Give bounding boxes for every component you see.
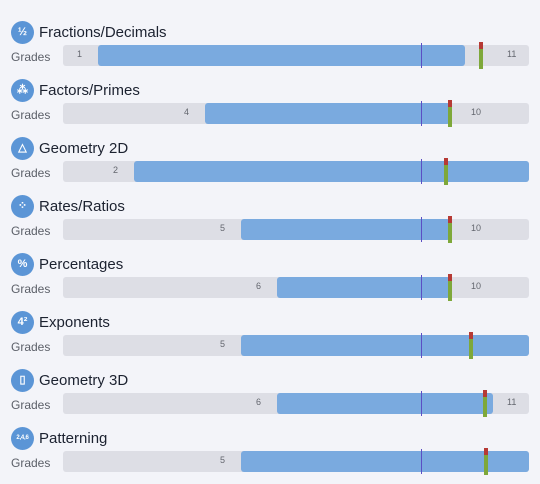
- topic-header: ½ Fractions/Decimals: [11, 20, 167, 44]
- start-grade: 6: [256, 281, 262, 291]
- topic-header: ⁘ Rates/Ratios: [11, 194, 125, 218]
- topic-header: 2,4,6 Patterning: [11, 426, 107, 450]
- topic-title: Patterning: [39, 429, 108, 447]
- grades-label: Grades: [11, 456, 51, 470]
- end-grade: 10: [471, 223, 482, 233]
- topic-title: Rates/Ratios: [39, 197, 125, 215]
- grade-range-bar[interactable]: 4 10: [63, 100, 529, 127]
- pattern-sequence-icon: 2,4,6: [11, 426, 34, 450]
- grade-range-bar[interactable]: 5: [63, 332, 529, 359]
- grade-range-bar[interactable]: 6 10: [63, 274, 529, 301]
- topic-header: ▯ Geometry 3D: [11, 368, 128, 392]
- shapes-2d-icon: △: [11, 136, 34, 160]
- grade-range-fill: [241, 451, 529, 472]
- reference-line: [421, 217, 422, 242]
- grades-label: Grades: [11, 50, 51, 64]
- grade-range-bar[interactable]: 5: [63, 448, 529, 475]
- topic-title: Exponents: [39, 313, 110, 331]
- reference-line: [421, 275, 422, 300]
- start-grade: 5: [220, 339, 226, 349]
- grade-range-fill: [134, 161, 529, 182]
- grade-range-bar[interactable]: 2: [63, 158, 529, 185]
- topic-title: Geometry 3D: [39, 371, 129, 389]
- topic-geometry-3d[interactable]: ▯ Geometry 3D Grades 6 11: [0, 368, 540, 426]
- start-grade: 2: [113, 165, 119, 175]
- topic-title: Geometry 2D: [39, 139, 129, 157]
- ratio-dots-icon: ⁘: [11, 194, 34, 218]
- grade-range-bar[interactable]: 1 11: [63, 42, 529, 69]
- reference-line: [421, 159, 422, 184]
- grade-range-fill: [277, 277, 450, 298]
- progress-marker: [469, 332, 473, 359]
- grades-label: Grades: [11, 166, 51, 180]
- progress-marker: [484, 448, 488, 475]
- grade-range-fill: [241, 335, 529, 356]
- progress-marker: [448, 100, 452, 127]
- topic-title: Factors/Primes: [39, 81, 140, 99]
- grade-range-fill: [241, 219, 450, 240]
- start-grade: 6: [256, 397, 262, 407]
- start-grade: 5: [220, 223, 226, 233]
- grade-range-fill: [98, 45, 465, 66]
- progress-marker: [483, 390, 487, 417]
- grade-range-bar[interactable]: 5 10: [63, 216, 529, 243]
- topic-header: 4² Exponents: [11, 310, 110, 334]
- progress-marker: [448, 216, 452, 243]
- end-grade: 10: [471, 281, 482, 291]
- topic-factors-primes[interactable]: ⁂ Factors/Primes Grades 4 10: [0, 78, 540, 136]
- grade-range-bar[interactable]: 6 11: [63, 390, 529, 417]
- end-grade: 10: [471, 107, 482, 117]
- topic-patterning[interactable]: 2,4,6 Patterning Grades 5: [0, 426, 540, 484]
- grade-range-fill: [205, 103, 450, 124]
- topic-title: Percentages: [39, 255, 124, 273]
- topic-header: % Percentages: [11, 252, 123, 276]
- end-grade: 11: [507, 397, 517, 407]
- reference-line: [421, 101, 422, 126]
- progress-marker: [444, 158, 448, 185]
- topic-exponents[interactable]: 4² Exponents Grades 5: [0, 310, 540, 368]
- factor-tree-icon: ⁂: [11, 78, 34, 102]
- reference-line: [421, 43, 422, 68]
- reference-line: [421, 333, 422, 358]
- fraction-icon: ½: [11, 20, 34, 44]
- topic-geometry-2d[interactable]: △ Geometry 2D Grades 2: [0, 136, 540, 194]
- end-grade: 11: [507, 49, 517, 59]
- percent-icon: %: [11, 252, 34, 276]
- grades-label: Grades: [11, 108, 51, 122]
- grades-label: Grades: [11, 340, 51, 354]
- start-grade: 1: [77, 49, 83, 59]
- topic-percentages[interactable]: % Percentages Grades 6 10: [0, 252, 540, 310]
- exponent-icon: 4²: [11, 310, 34, 334]
- grades-label: Grades: [11, 398, 51, 412]
- grade-range-fill: [277, 393, 493, 414]
- cylinder-icon: ▯: [11, 368, 34, 392]
- reference-line: [421, 449, 422, 474]
- grades-label: Grades: [11, 282, 51, 296]
- start-grade: 5: [220, 455, 226, 465]
- topic-title: Fractions/Decimals: [39, 23, 167, 41]
- reference-line: [421, 391, 422, 416]
- topic-rates-ratios[interactable]: ⁘ Rates/Ratios Grades 5 10: [0, 194, 540, 252]
- grades-label: Grades: [11, 224, 51, 238]
- start-grade: 4: [184, 107, 190, 117]
- progress-marker: [479, 42, 483, 69]
- topic-fractions-decimals[interactable]: ½ Fractions/Decimals Grades 1 11: [0, 20, 540, 78]
- progress-marker: [448, 274, 452, 301]
- topic-header: △ Geometry 2D: [11, 136, 128, 160]
- topic-header: ⁂ Factors/Primes: [11, 78, 140, 102]
